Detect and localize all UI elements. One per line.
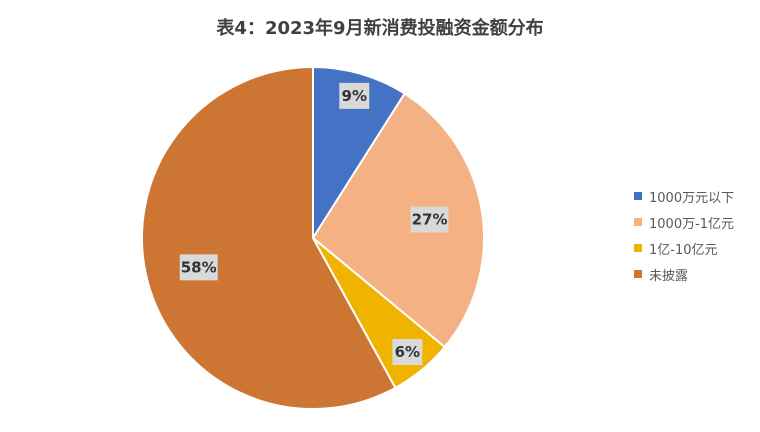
legend-label: 1000万-1亿元 xyxy=(649,216,735,232)
legend-swatch xyxy=(634,218,642,226)
data-label-text: 9% xyxy=(342,87,367,105)
legend-swatch xyxy=(634,192,642,200)
data-label-text: 58% xyxy=(181,258,217,276)
legend-label: 1000万元以下 xyxy=(649,190,735,206)
legend-swatch xyxy=(634,244,642,252)
data-label: 9% xyxy=(339,82,370,109)
legend-swatch xyxy=(634,270,642,278)
data-label-background xyxy=(339,82,370,109)
data-label-background xyxy=(392,339,423,366)
pie-slice xyxy=(312,65,407,242)
data-label-text: 27% xyxy=(412,211,448,229)
pie-slice xyxy=(311,92,485,349)
data-label: 6% xyxy=(392,339,423,366)
legend: 1000万元以下 1000万-1亿元 1亿-10亿元 未披露 xyxy=(634,183,734,287)
legend-item: 1亿-10亿元 xyxy=(634,235,734,261)
data-label-text: 6% xyxy=(395,343,420,361)
legend-item: 1000万-1亿元 xyxy=(634,209,734,235)
chart-title: 表4：2023年9月新消费投融资金额分布 xyxy=(216,18,544,39)
legend-item: 未披露 xyxy=(634,261,734,287)
legend-label: 1亿-10亿元 xyxy=(649,242,718,258)
pie-slice xyxy=(140,65,397,410)
data-label-background xyxy=(179,254,218,281)
legend-item: 1000万元以下 xyxy=(634,183,734,209)
legend-label: 未披露 xyxy=(649,268,689,284)
data-label: 27% xyxy=(410,206,449,233)
data-label-background xyxy=(410,206,449,233)
data-label: 58% xyxy=(179,254,218,281)
